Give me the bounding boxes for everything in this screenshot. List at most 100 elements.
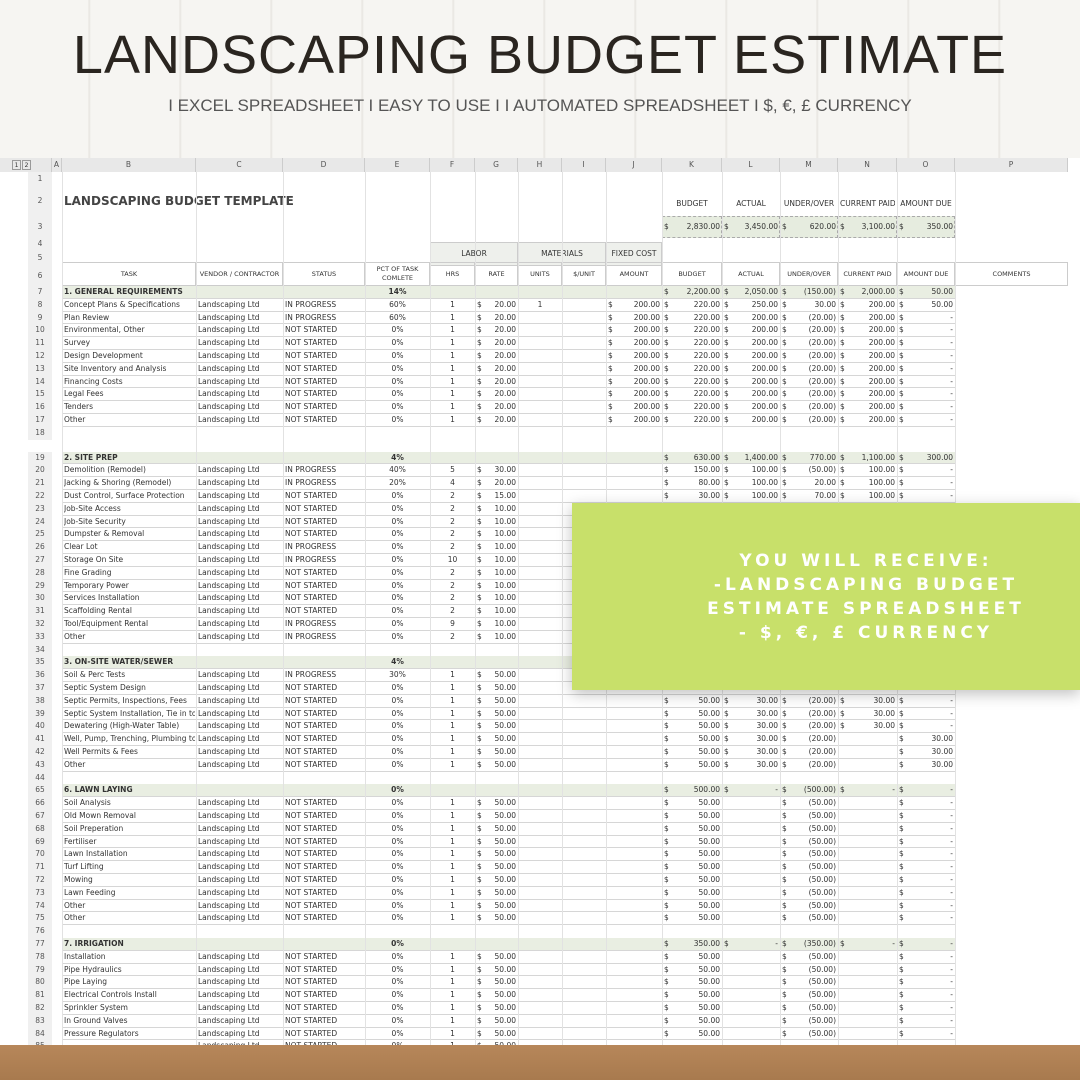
currency: $ bbox=[782, 785, 787, 795]
cell: Landscaping Ltd bbox=[198, 887, 260, 897]
cell: 50.00 bbox=[698, 823, 720, 833]
cell: 2 bbox=[450, 503, 455, 513]
cell: (20.00) bbox=[808, 325, 836, 335]
cell: 50.00 bbox=[698, 798, 720, 808]
currency: $ bbox=[724, 222, 729, 231]
row-line bbox=[62, 527, 955, 529]
cell: - bbox=[950, 491, 953, 500]
currency: $ bbox=[724, 734, 729, 744]
currency: $ bbox=[664, 900, 669, 910]
row-number: 4 bbox=[28, 238, 52, 250]
cell: Soil & Perc Tests bbox=[64, 670, 126, 680]
cell: 200.00 bbox=[633, 402, 660, 412]
cell: 50.00 bbox=[698, 900, 720, 910]
currency: $ bbox=[664, 721, 669, 731]
currency: $ bbox=[724, 747, 729, 756]
currency: $ bbox=[899, 823, 904, 833]
cell: 0% bbox=[391, 363, 404, 373]
currency: $ bbox=[899, 287, 904, 296]
cell: - bbox=[950, 351, 953, 360]
currency: $ bbox=[782, 287, 787, 296]
currency: $ bbox=[664, 363, 669, 373]
row-number: 10 bbox=[28, 324, 52, 338]
cell: 50.00 bbox=[698, 913, 720, 923]
cell: Dewatering (High-Water Table) bbox=[64, 721, 180, 731]
cell: (50.00) bbox=[808, 1003, 836, 1012]
currency: $ bbox=[664, 1028, 669, 1038]
cell: NOT STARTED bbox=[285, 721, 338, 731]
currency: $ bbox=[664, 823, 669, 833]
cell: Old Mown Removal bbox=[64, 811, 136, 820]
cell: Landscaping Ltd bbox=[198, 516, 260, 526]
cell: 10.00 bbox=[494, 555, 516, 564]
cell: 100.00 bbox=[868, 491, 895, 500]
currency: $ bbox=[899, 1028, 904, 1038]
row-number: 2 bbox=[28, 186, 52, 216]
cell: - bbox=[950, 415, 953, 424]
currency: $ bbox=[477, 862, 482, 872]
cell: 1 bbox=[450, 325, 455, 335]
cell: 350.00 bbox=[693, 939, 720, 948]
cell: 1 bbox=[450, 811, 455, 820]
column-title: TASK bbox=[120, 269, 138, 278]
cell: 70.00 bbox=[814, 491, 836, 500]
cell: (50.00) bbox=[808, 990, 836, 1000]
cell: 200.00 bbox=[751, 402, 778, 412]
cell: 200.00 bbox=[633, 351, 660, 360]
row-number: 75 bbox=[28, 912, 52, 926]
row-number: 1 bbox=[28, 172, 52, 186]
row-line bbox=[62, 706, 955, 708]
currency: $ bbox=[782, 312, 787, 322]
currency: $ bbox=[724, 299, 729, 309]
cell: 0% bbox=[367, 1040, 428, 1045]
cell: 2 bbox=[450, 491, 455, 500]
promo-box: YOU WILL RECEIVE: -LANDSCAPING BUDGET ESTI… bbox=[572, 503, 1080, 690]
cell: CURRENT PAID bbox=[840, 199, 895, 208]
cell: - bbox=[950, 823, 953, 833]
cell: - bbox=[950, 887, 953, 897]
currency: $ bbox=[899, 759, 904, 769]
row-number: 26 bbox=[28, 541, 52, 554]
cell: Landscaping Ltd bbox=[198, 478, 260, 488]
currency: $ bbox=[477, 798, 482, 808]
column-title: AMOUNT DUE bbox=[903, 269, 949, 278]
currency: $ bbox=[782, 836, 787, 846]
group-header: LABOR bbox=[461, 249, 487, 258]
column-title: UNITS bbox=[530, 269, 550, 278]
cell: 50.00 bbox=[698, 747, 720, 756]
currency: $ bbox=[477, 670, 482, 680]
cell: Clear Lot bbox=[64, 542, 98, 552]
cell: Septic System Design bbox=[64, 683, 146, 692]
cell: 50.00 bbox=[494, 1015, 516, 1025]
cell: 10.00 bbox=[494, 567, 516, 577]
cell: 50.00 bbox=[494, 1003, 516, 1012]
row-number: 81 bbox=[28, 989, 52, 1002]
currency: $ bbox=[608, 312, 613, 322]
currency: $ bbox=[477, 593, 482, 603]
cell: 1 bbox=[450, 402, 455, 412]
row-line bbox=[62, 387, 955, 389]
cell: (50.00) bbox=[808, 964, 836, 974]
currency: $ bbox=[782, 849, 787, 859]
row-line bbox=[62, 514, 955, 516]
cell: 50.00 bbox=[494, 823, 516, 833]
currency: $ bbox=[664, 977, 669, 987]
cell: Landscaping Ltd bbox=[198, 695, 260, 705]
row-number: 30 bbox=[28, 592, 52, 606]
currency: $ bbox=[899, 811, 904, 820]
promo-line: -LANDSCAPING BUDGET bbox=[713, 574, 1019, 595]
cell: Temporary Power bbox=[64, 580, 129, 590]
cell: 50.00 bbox=[494, 875, 516, 884]
cell: 50.00 bbox=[494, 862, 516, 872]
cell: 0% bbox=[391, 823, 404, 833]
cell: - bbox=[950, 478, 953, 488]
cell: 200.00 bbox=[751, 363, 778, 373]
currency: $ bbox=[724, 695, 729, 705]
row-number: 83 bbox=[28, 1014, 52, 1028]
currency: $ bbox=[724, 721, 729, 731]
cell: Lawn Installation bbox=[64, 849, 128, 859]
cell: NOT STARTED bbox=[285, 1003, 338, 1012]
cell: NOT STARTED bbox=[285, 875, 338, 884]
cell: 3,100.00 bbox=[861, 222, 895, 231]
cell: 220.00 bbox=[693, 363, 720, 373]
